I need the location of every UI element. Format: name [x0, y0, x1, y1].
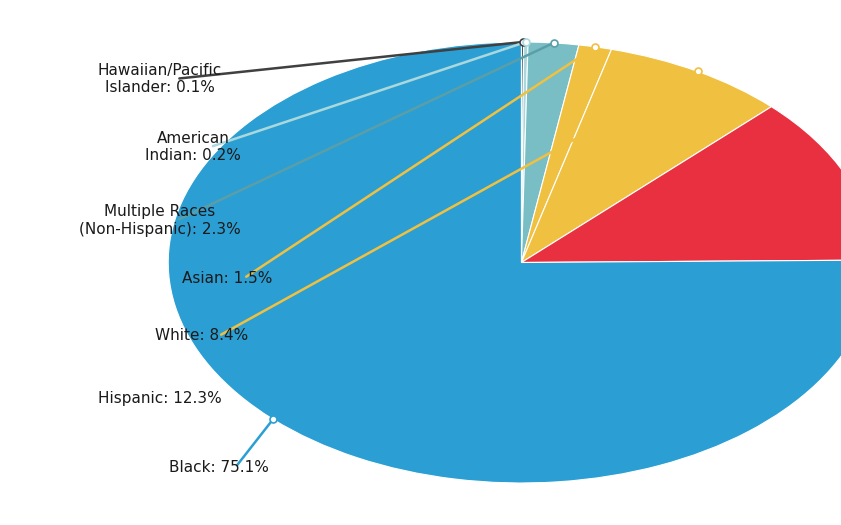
Text: Asian: 1.5%: Asian: 1.5% [182, 271, 272, 286]
Wedge shape [168, 42, 841, 483]
Text: American
Indian: 0.2%: American Indian: 0.2% [145, 131, 241, 163]
Text: Black: 75.1%: Black: 75.1% [169, 460, 268, 475]
Wedge shape [521, 42, 579, 262]
Wedge shape [521, 42, 528, 262]
Wedge shape [521, 49, 771, 262]
Wedge shape [521, 107, 841, 262]
Text: White: 8.4%: White: 8.4% [156, 329, 248, 343]
Text: Multiple Races
(Non-Hispanic): 2.3%: Multiple Races (Non-Hispanic): 2.3% [79, 204, 241, 237]
Text: Hawaiian/Pacific
Islander: 0.1%: Hawaiian/Pacific Islander: 0.1% [98, 62, 222, 95]
Text: Hispanic: 12.3%: Hispanic: 12.3% [98, 392, 222, 406]
Wedge shape [521, 45, 611, 262]
Wedge shape [521, 42, 524, 262]
